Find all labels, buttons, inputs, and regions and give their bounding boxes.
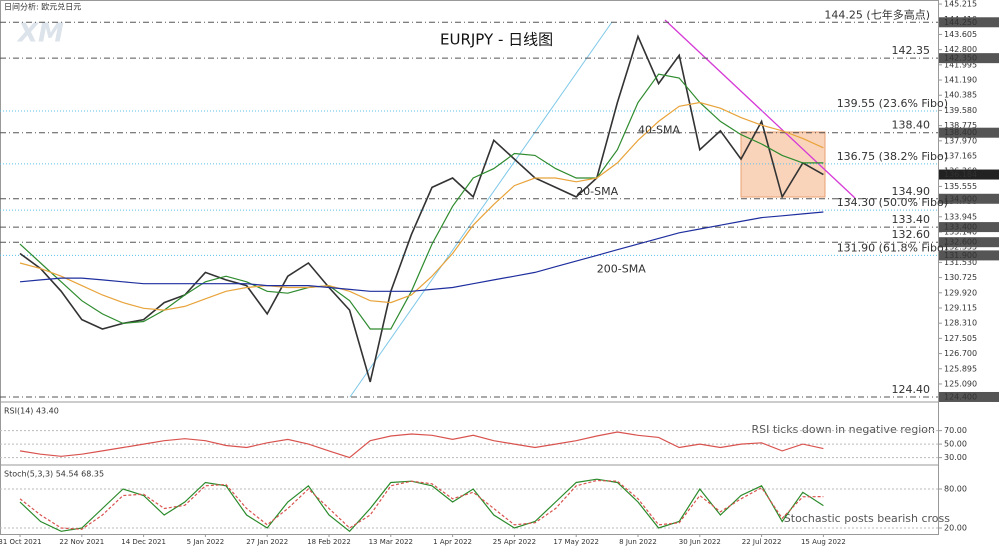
series-line <box>19 101 824 311</box>
stoch-annotation: Stochastic posts bearish cross <box>784 512 950 525</box>
y-tick-label: 80.00 <box>944 485 967 494</box>
rsi-annotation: RSI ticks down in negative region <box>752 423 936 436</box>
y-tick-label: 132.335 <box>944 243 977 252</box>
y-tick-label: 135.555 <box>944 182 977 191</box>
y-tick-label: 131.530 <box>944 258 977 267</box>
level-axis-box <box>939 193 999 204</box>
y-tick-label: 137.165 <box>944 152 977 161</box>
last-price-box <box>939 169 999 180</box>
level-axis-box <box>939 391 999 402</box>
y-tick-label: 20.00 <box>944 524 967 533</box>
x-tick-label: 14 Dec 2021 <box>121 538 166 546</box>
level-axis-label: 124.400 <box>944 392 977 401</box>
level-label: 138.40 <box>892 119 931 132</box>
x-tick-label: 18 Feb 2022 <box>307 538 351 546</box>
series-label: 200-SMA <box>597 262 646 275</box>
x-tick-label: 1 Apr 2022 <box>433 538 472 546</box>
last-price-label: 136.184 <box>944 170 977 179</box>
series-line <box>19 478 824 533</box>
header: 日间分析: 欧元兑日元 <box>4 2 81 12</box>
level-label: 134.90 <box>892 185 931 198</box>
y-tick-label: 125.090 <box>944 379 977 388</box>
level-axis-box <box>939 17 999 28</box>
y-tick-label: 137.970 <box>944 136 977 145</box>
y-tick-label: 130.725 <box>944 273 977 282</box>
level-label: 139.55 (23.6% Fibo) <box>837 97 948 110</box>
level-label: 134.30 (50.0% Fibo) <box>837 196 948 209</box>
y-tick-label: 145.215 <box>944 0 977 9</box>
stoch-title: Stoch(5,3,3) 54.54 68.35 <box>4 470 104 479</box>
series-line <box>19 479 824 530</box>
level-axis-label: 138.400 <box>944 128 977 137</box>
x-tick-label: 22 Nov 2021 <box>59 538 104 546</box>
level-axis-label: 134.900 <box>944 194 977 203</box>
y-tick-label: 139.580 <box>944 106 977 115</box>
consolidation-box <box>740 131 826 198</box>
chart-title: EURJPY - 日线图 <box>440 31 553 49</box>
y-tick-label: 70.00 <box>944 426 967 435</box>
y-tick-label: 50.00 <box>944 440 967 449</box>
y-tick-label: 129.920 <box>944 288 977 297</box>
y-tick-label: 127.505 <box>944 334 977 343</box>
level-axis-label: 131.900 <box>944 251 977 260</box>
y-tick-label: 141.995 <box>944 60 977 69</box>
y-tick-label: 30.00 <box>944 453 967 462</box>
x-tick-label: 22 Jul 2022 <box>742 538 782 546</box>
level-label: 136.75 (38.2% Fibo) <box>837 150 948 163</box>
y-tick-label: 128.310 <box>944 319 977 328</box>
x-tick-label: 8 Jun 2022 <box>619 538 657 546</box>
x-tick-label: 13 Mar 2022 <box>369 538 413 546</box>
level-label: 124.40 <box>892 383 931 396</box>
x-tick-label: 27 Jan 2022 <box>246 538 288 546</box>
level-axis-box <box>939 250 999 261</box>
series-line <box>19 73 824 330</box>
level-axis-label: 142.350 <box>944 54 977 63</box>
series-line <box>19 211 824 292</box>
series-label: 40-SMA <box>638 123 680 136</box>
level-axis-label: 132.600 <box>944 238 977 247</box>
series-line <box>19 431 824 459</box>
trend-line <box>664 19 856 199</box>
series-label: 20-SMA <box>576 185 618 198</box>
level-label: 133.40 <box>892 213 931 226</box>
frame <box>0 0 939 535</box>
level-axis-box <box>939 127 999 138</box>
x-tick-label: 25 Apr 2022 <box>493 538 536 546</box>
level-label: 131.90 (61.8% Fibo) <box>837 241 948 254</box>
level-axis-label: 144.250 <box>944 18 977 27</box>
x-tick-label: 31 Oct 2021 <box>0 538 42 546</box>
level-axis-label: 133.400 <box>944 223 977 232</box>
rsi-title: RSI(14) 43.40 <box>4 407 59 416</box>
logo: XM <box>16 19 64 49</box>
level-axis-box <box>939 222 999 233</box>
x-tick-label: 30 Jun 2022 <box>679 538 721 546</box>
level-axis-box <box>939 53 999 64</box>
level-label: 142.35 <box>892 44 931 57</box>
x-tick-label: 17 May 2022 <box>553 538 599 546</box>
level-axis-box <box>939 237 999 248</box>
y-tick-label: 126.700 <box>944 349 977 358</box>
x-tick-label: 5 Jan 2022 <box>187 538 225 546</box>
y-tick-label: 143.605 <box>944 30 977 39</box>
level-label: 132.60 <box>892 228 931 241</box>
y-tick-label: 125.895 <box>944 364 977 373</box>
y-tick-label: 133.945 <box>944 212 977 221</box>
y-tick-label: 129.115 <box>944 303 977 312</box>
y-tick-label: 138.775 <box>944 121 977 130</box>
fibo-swing-line <box>349 21 613 398</box>
x-tick-label: 15 Aug 2022 <box>801 538 846 546</box>
series-line <box>19 34 824 383</box>
y-tick-label: 141.190 <box>944 76 977 85</box>
level-label: 144.25 (七年多高点) <box>824 7 930 21</box>
y-tick-label: 140.385 <box>944 91 977 100</box>
y-tick-label: 142.800 <box>944 45 977 54</box>
